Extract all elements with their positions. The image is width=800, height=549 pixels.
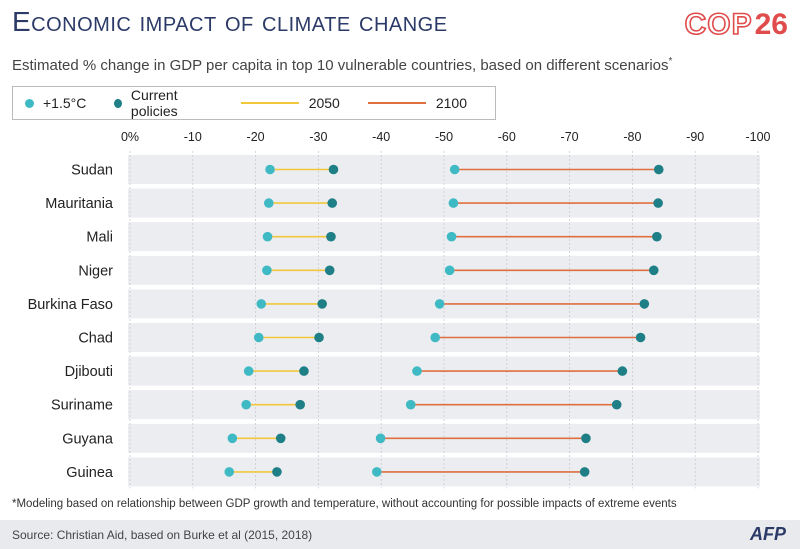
point-current-2100 (639, 299, 650, 309)
point-current-2050 (327, 198, 338, 208)
point-15c-2050 (263, 198, 274, 208)
point-15c-2100 (430, 332, 441, 343)
point-current-2100 (579, 467, 590, 477)
legend-dot-dark-icon (114, 98, 122, 108)
x-tick-label: -40 (372, 130, 390, 144)
source-bar: Source: Christian Aid, based on Burke et… (0, 520, 800, 549)
point-current-2100 (611, 399, 622, 410)
legend-item-current-policies: Current policies (114, 87, 212, 119)
country-label: Suriname (51, 398, 113, 414)
point-15c-2100 (375, 433, 386, 444)
point-15c-2100 (372, 467, 382, 477)
dumbbell-chart: 0% -10 -20 -30 -40 -50 -60 -70 -80 -90 -100 Sudan Ma… (28, 130, 771, 489)
point-15c-2100 (434, 299, 445, 309)
legend-label-2050: 2050 (308, 95, 340, 111)
source-text: Source: Christian Aid, based on Burke et… (12, 527, 313, 542)
legend-line-orange-icon (367, 102, 426, 104)
legend-label-current-policies: Current policies (130, 87, 178, 119)
country-label: Niger (78, 263, 113, 279)
x-tick-label: -60 (498, 130, 516, 144)
point-current-2100 (648, 265, 659, 276)
point-current-2050 (328, 164, 339, 175)
footnote: *Modeling based on relationship between … (12, 498, 677, 510)
page-title: Economic impact of climate change (12, 6, 448, 37)
point-15c-2100 (448, 198, 459, 208)
point-15c-2050 (262, 265, 272, 276)
point-current-2050 (317, 299, 327, 309)
country-label: Guyana (62, 431, 114, 447)
country-label: Sudan (71, 163, 113, 179)
country-label: Guinea (66, 465, 114, 481)
chart-legend: +1.5°C Current policies 2050 2100 (12, 86, 496, 120)
point-current-2050 (326, 231, 336, 242)
logo-text: COP (684, 7, 753, 42)
legend-item-2050: 2050 (240, 95, 340, 111)
chart-subtitle: Estimated % change in GDP per capita in … (12, 56, 672, 74)
point-15c-2100 (412, 366, 422, 376)
x-tick-label: -50 (435, 130, 453, 144)
point-current-2050 (295, 399, 305, 410)
legend-item-2100: 2100 (367, 95, 467, 111)
point-current-2100 (581, 433, 591, 444)
legend-dot-light-icon (25, 98, 34, 108)
subtitle-footnote-mark: * (668, 56, 673, 67)
country-label: Djibouti (65, 364, 113, 380)
country-label: Mauritania (45, 196, 114, 212)
point-15c-2050 (227, 433, 238, 444)
point-current-2100 (652, 231, 662, 242)
x-tick-label: -20 (247, 130, 265, 144)
country-label: Burkina Faso (28, 297, 113, 313)
x-tick-label: -80 (623, 130, 641, 144)
point-15c-2050 (262, 231, 273, 242)
point-15c-2050 (224, 467, 235, 477)
legend-item-15c: +1.5°C (25, 95, 86, 111)
x-tick-label: -100 (745, 130, 770, 144)
logo-number: 26 (754, 8, 788, 41)
point-15c-2050 (253, 332, 264, 343)
x-tick-label: -90 (686, 130, 704, 144)
legend-label-2100: 2100 (435, 95, 467, 111)
country-label: Mali (86, 230, 113, 246)
legend-label-15c: +1.5°C (43, 95, 87, 111)
cop26-logo: COP 26 (684, 7, 788, 42)
x-tick-label: -30 (309, 130, 327, 144)
point-15c-2100 (405, 399, 416, 410)
point-current-2050 (314, 332, 324, 343)
point-current-2100 (617, 366, 628, 376)
legend-line-yellow-icon (240, 102, 299, 104)
point-15c-2100 (446, 231, 457, 242)
subtitle-text: Estimated % change in GDP per capita in … (12, 57, 669, 74)
point-15c-2050 (243, 366, 254, 376)
point-15c-2050 (265, 164, 275, 175)
x-tick-label: -10 (184, 130, 202, 144)
country-label: Chad (78, 331, 113, 347)
point-current-2100 (653, 164, 664, 175)
point-current-2050 (299, 366, 309, 376)
point-15c-2050 (256, 299, 267, 309)
point-15c-2100 (449, 164, 460, 175)
point-current-2100 (635, 332, 646, 343)
point-current-2050 (272, 467, 282, 477)
point-current-2100 (653, 198, 663, 208)
afp-logo: AFP (750, 524, 786, 544)
point-current-2050 (275, 433, 286, 444)
point-15c-2100 (444, 265, 455, 276)
x-tick-label: 0% (121, 130, 139, 144)
point-current-2050 (324, 265, 335, 276)
point-15c-2050 (241, 399, 251, 410)
x-tick-label: -70 (561, 130, 579, 144)
